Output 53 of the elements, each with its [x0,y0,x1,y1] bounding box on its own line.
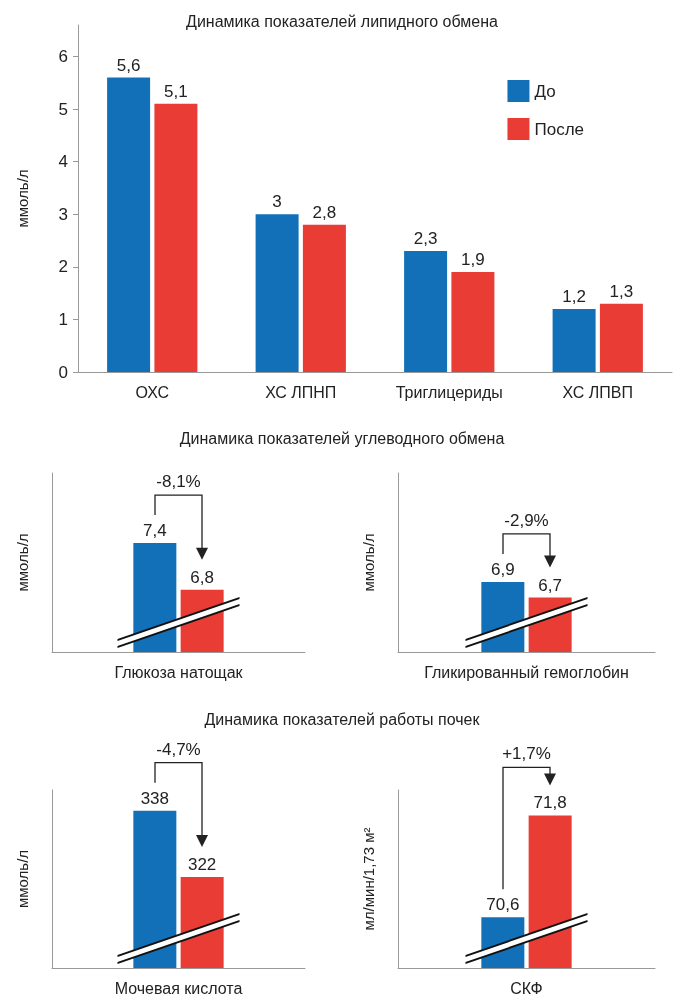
legend-label: После [534,119,585,139]
text: Динамика показателей работы почек [203,711,481,729]
data-label: 5,1 [164,81,188,101]
x-tick-label: ХС ЛПНП [265,383,337,401]
y-tick-label: 5 [58,99,68,119]
data-label: 7,4 [143,521,167,541]
x-tick-label: Глюкоза натощак [114,663,244,681]
y-tick-label: 1 [58,309,68,329]
text: Динамика показателей углеводного обмена [178,430,506,448]
y-tick-label: 6 [58,47,68,67]
data-label: 2,3 [413,229,438,249]
bar [154,103,198,372]
legend-label: До [534,81,556,101]
data-label: 2,8 [312,202,337,222]
y-axis-title: ммоль/л [14,169,31,228]
y-axis-title: мл/мин/1,73 м² [360,827,377,931]
y-tick-label: 4 [58,152,68,172]
y-tick-label: 2 [58,257,68,277]
data-label: 1,9 [461,250,485,270]
annotation: -2,9% [504,510,549,530]
y-axis-title: ммоль/л [14,533,31,592]
bar [404,251,448,372]
data-label: 6,8 [190,567,214,587]
bar [451,272,495,372]
x-tick-label: Гликированный гемоглобин [424,663,629,681]
bar [552,308,596,372]
data-label: 3 [272,192,282,212]
x-tick-label: ОХС [135,383,169,401]
chart-title: Динамика показателей липидного обмена [186,12,499,30]
data-label: 338 [140,788,170,808]
data-label: 6,7 [538,575,562,595]
bar [107,77,151,372]
y-tick-label: 0 [58,362,68,382]
bar [302,224,346,372]
x-tick-label: Триглицериды [395,383,503,401]
x-tick-label: ХС ЛПВП [562,383,633,401]
data-label: 5,6 [116,55,141,75]
data-label: 1,2 [562,286,586,306]
data-label: 322 [187,854,217,874]
text: +1,7% [502,744,551,764]
y-axis-title: ммоль/л [14,849,31,909]
data-label: 6,9 [491,559,515,579]
annotation: -8,1% [156,472,201,492]
data-label: 1,3 [609,281,634,301]
bar [255,214,299,372]
y-axis-title: ммоль/л [360,533,377,592]
y-tick-label: 3 [58,204,68,224]
x-tick-label: Мочевая кислота [114,979,243,997]
x-tick-label: СКФ [510,979,543,997]
data-label: 70,6 [486,895,520,915]
data-label: 71,8 [533,793,567,813]
text: -4,7% [156,739,201,759]
bar [599,303,643,372]
